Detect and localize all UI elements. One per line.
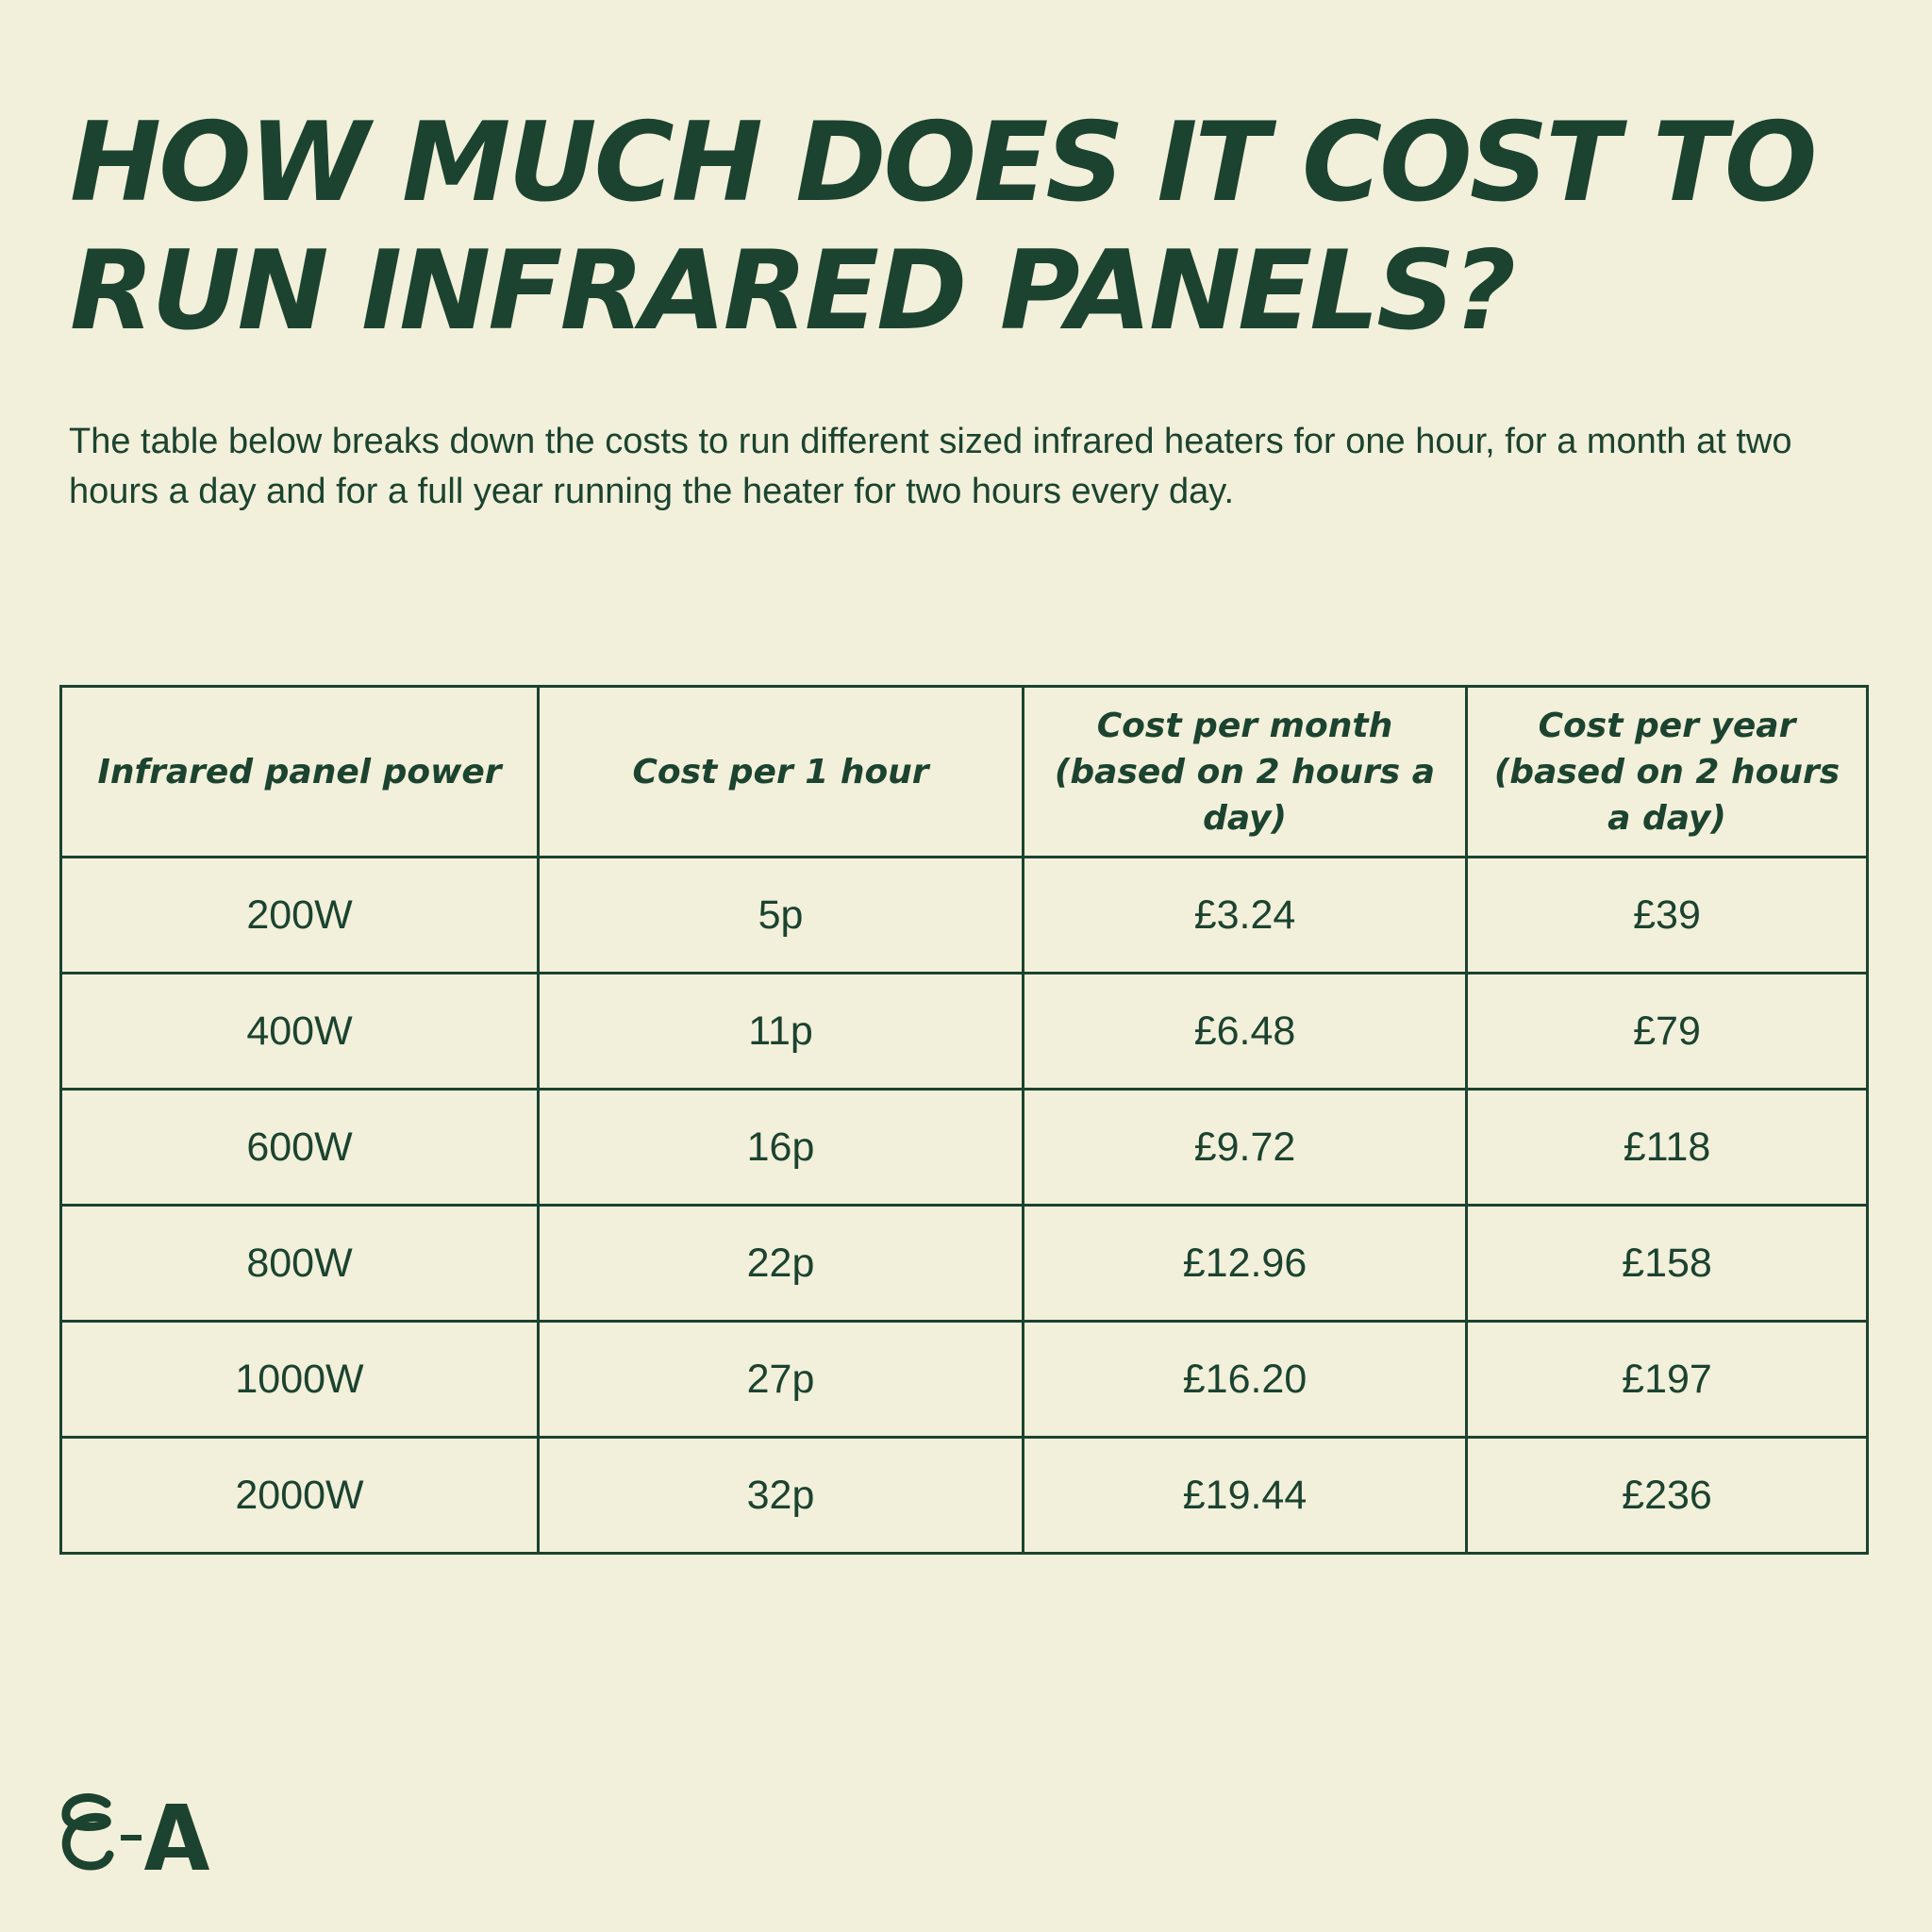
cell-cost-hour: 22p (537, 1204, 1024, 1323)
cell-power: 200W (59, 856, 540, 974)
header-power: Infrared panel power (59, 685, 540, 858)
logo (55, 1792, 225, 1882)
table-row: 600W 16p £9.72 £118 (59, 1088, 1869, 1207)
table-row: 800W 22p £12.96 £158 (59, 1204, 1869, 1323)
table-row: 2000W 32p £19.44 £236 (59, 1436, 1869, 1555)
cell-cost-hour: 11p (537, 972, 1024, 1091)
cell-cost-month: £6.48 (1022, 972, 1468, 1091)
header-hour: Cost per 1 hour (537, 685, 1024, 858)
cell-power: 400W (59, 972, 540, 1091)
cost-table: Infrared panel power Cost per 1 hour Cos… (59, 685, 1869, 1555)
cell-cost-year: £118 (1465, 1088, 1869, 1207)
page-title: HOW MUCH DOES IT COST TO RUN INFRARED PA… (70, 99, 1818, 355)
cell-power: 1000W (59, 1320, 540, 1439)
table-row: 200W 5p £3.24 £39 (59, 856, 1869, 974)
cell-cost-month: £9.72 (1022, 1088, 1468, 1207)
cell-cost-hour: 16p (537, 1088, 1024, 1207)
cell-cost-month: £19.44 (1022, 1436, 1468, 1555)
cell-cost-year: £158 (1465, 1204, 1869, 1323)
table-row: 1000W 27p £16.20 £197 (59, 1320, 1869, 1439)
cell-cost-year: £39 (1465, 856, 1869, 974)
cell-power: 2000W (59, 1436, 540, 1555)
logo-mark-icon (61, 1793, 209, 1871)
intro-text: The table below breaks down the costs to… (69, 422, 1792, 511)
cell-cost-month: £16.20 (1022, 1320, 1468, 1439)
table-row: 400W 11p £6.48 £79 (59, 972, 1869, 1091)
cell-cost-month: £3.24 (1022, 856, 1468, 974)
cell-cost-year: £79 (1465, 972, 1869, 1091)
table-header-row: Infrared panel power Cost per 1 hour Cos… (59, 685, 1869, 858)
cell-cost-hour: 32p (537, 1436, 1024, 1555)
header-month: Cost per month (based on 2 hours a day) (1022, 685, 1468, 858)
cell-cost-hour: 27p (537, 1320, 1024, 1439)
cell-power: 600W (59, 1088, 540, 1207)
cell-cost-month: £12.96 (1022, 1204, 1468, 1323)
cell-cost-year: £236 (1465, 1436, 1869, 1555)
cell-cost-hour: 5p (537, 856, 1024, 974)
cell-cost-year: £197 (1465, 1320, 1869, 1439)
cell-power: 800W (59, 1204, 540, 1323)
header-year: Cost per year (based on 2 hours a day) (1465, 685, 1869, 858)
